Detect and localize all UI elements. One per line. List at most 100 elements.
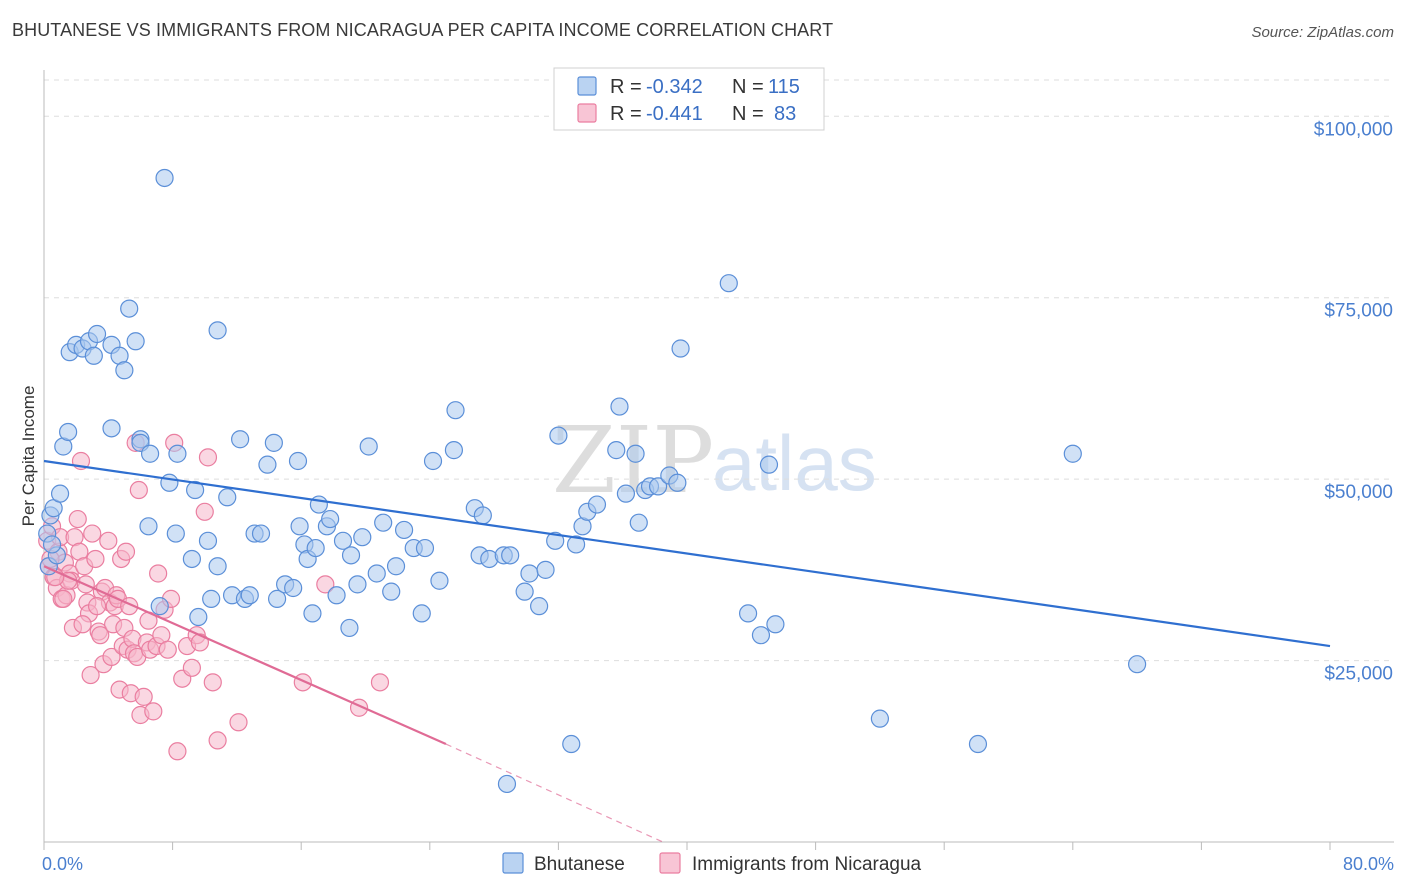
- bhutanese-point-76: [473, 506, 492, 525]
- source-note: Source: ZipAtlas.com: [1251, 24, 1394, 41]
- bhutanese-point-84: [546, 531, 565, 550]
- nicaragua-point-21: [81, 665, 100, 685]
- legend-n-value-2: 83: [774, 103, 796, 125]
- bhutanese-point-104: [751, 626, 771, 645]
- bhutanese-point-6: [59, 422, 78, 442]
- y-tick-label-1: $50,000: [1324, 482, 1393, 503]
- nicaragua-point-71: [208, 731, 227, 750]
- bhutanese-point-60: [353, 528, 372, 547]
- y-tick-label-3: $100,000: [1314, 119, 1393, 140]
- legend-swatch-bhutanese: [577, 76, 597, 96]
- bhutanese-point-110: [1127, 655, 1147, 674]
- bhutanese-point-31: [202, 589, 221, 608]
- bhutanese-point-64: [382, 582, 401, 601]
- bhutanese-point-15: [120, 299, 139, 318]
- bhutanese-point-63: [374, 513, 393, 532]
- bhutanese-point-56: [333, 531, 353, 550]
- bhutanese-point-36: [231, 430, 250, 449]
- bhutanese-point-99: [668, 473, 687, 492]
- bhutanese-point-83: [536, 560, 555, 579]
- bhutanese-point-68: [412, 604, 431, 623]
- bhutanese-point-42: [264, 433, 283, 452]
- nicaragua-point-68: [195, 502, 214, 521]
- nicaragua-point-72: [229, 713, 248, 732]
- bhutanese-point-43: [267, 589, 287, 608]
- bhutanese-point-70: [423, 451, 443, 471]
- bhutanese-point-20: [140, 444, 160, 463]
- bhutanese-point-14: [115, 361, 134, 380]
- nicaragua-point-56: [149, 564, 168, 583]
- nicaragua-point-82: [54, 589, 73, 608]
- bhutanese-point-106: [766, 615, 785, 634]
- bhutanese-point-54: [321, 509, 340, 529]
- y-axis-label: Per Capita Income: [19, 386, 38, 527]
- bhutanese-point-45: [284, 578, 303, 598]
- bhutanese-point-103: [738, 604, 758, 623]
- legend-n-value-1: 115: [768, 76, 800, 98]
- bhutanese-point-80: [515, 582, 534, 601]
- legend-r-label-1: R =: [610, 76, 642, 98]
- series-bhutanese-points: [38, 168, 1147, 794]
- bhutanese-point-33: [208, 321, 227, 340]
- y-tick-labels: $25,000 $50,000 $75,000 $100,000: [1314, 119, 1393, 684]
- legend-r-value-1: -0.342: [646, 76, 703, 98]
- bhutanese-point-114: [84, 346, 103, 365]
- nicaragua-point-29: [99, 531, 118, 550]
- bhutanese-point-51: [306, 538, 325, 558]
- bottom-legend-label-bhutanese: Bhutanese: [534, 854, 625, 875]
- bhutanese-point-94: [629, 513, 648, 532]
- bhutanese-point-32: [208, 557, 227, 576]
- nicaragua-point-76: [370, 673, 390, 692]
- bhutanese-point-24: [160, 473, 179, 492]
- bhutanese-point-69: [415, 538, 435, 558]
- trendline-nicaragua: [43, 565, 447, 746]
- bhutanese-point-62: [367, 564, 386, 583]
- bhutanese-point-108: [968, 734, 988, 754]
- bottom-legend-label-nicaragua: Immigrants from Nicaragua: [692, 854, 922, 875]
- axes: [43, 70, 1394, 850]
- bhutanese-point-47: [290, 517, 309, 536]
- bottom-legend-swatch-nicaragua: [659, 852, 681, 874]
- legend-n-label-2: N =: [732, 103, 764, 125]
- y-tick-label-2: $75,000: [1324, 301, 1393, 322]
- bhutanese-point-102: [719, 274, 738, 293]
- bhutanese-point-46: [288, 451, 308, 471]
- legend-r-label-2: R =: [610, 103, 642, 125]
- bhutanese-point-97: [648, 477, 668, 496]
- bhutanese-point-57: [340, 618, 359, 638]
- watermark-atlas: atlas: [712, 419, 877, 507]
- bhutanese-point-66: [394, 520, 414, 540]
- bhutanese-point-58: [341, 546, 361, 565]
- bhutanese-point-92: [616, 484, 636, 503]
- bhutanese-point-90: [607, 441, 626, 460]
- bhutanese-point-85: [549, 426, 568, 445]
- nicaragua-point-77: [87, 597, 107, 616]
- bhutanese-point-22: [150, 597, 169, 616]
- legend-n-label-1: N =: [732, 76, 764, 98]
- bhutanese-point-55: [327, 586, 346, 605]
- bhutanese-point-73: [446, 401, 465, 420]
- bhutanese-point-59: [348, 575, 367, 594]
- bhutanese-point-11: [87, 324, 107, 344]
- legend-box: [553, 67, 825, 131]
- bhutanese-point-105: [759, 455, 779, 474]
- bhutanese-point-16: [126, 332, 145, 351]
- nicaragua-point-50: [134, 687, 153, 706]
- bhutanese-point-72: [444, 441, 464, 460]
- nicaragua-point-23: [86, 549, 105, 569]
- bhutanese-point-28: [182, 549, 201, 569]
- bhutanese-point-82: [530, 597, 549, 616]
- bhutanese-point-29: [189, 607, 208, 627]
- bhutanese-point-38: [240, 586, 259, 605]
- bhutanese-point-27: [186, 480, 205, 500]
- nicaragua-point-31: [102, 647, 121, 667]
- y-tick-label-0: $25,000: [1324, 664, 1393, 685]
- bhutanese-point-79: [501, 546, 520, 565]
- series-nicaragua-points: [38, 433, 390, 761]
- bhutanese-point-25: [166, 524, 185, 543]
- chart-title: BHUTANESE VS IMMIGRANTS FROM NICARAGUA P…: [12, 20, 834, 40]
- bottom-legend: Bhutanese Immigrants from Nicaragua: [502, 852, 922, 875]
- bhutanese-point-100: [562, 734, 581, 754]
- bhutanese-point-65: [386, 557, 406, 576]
